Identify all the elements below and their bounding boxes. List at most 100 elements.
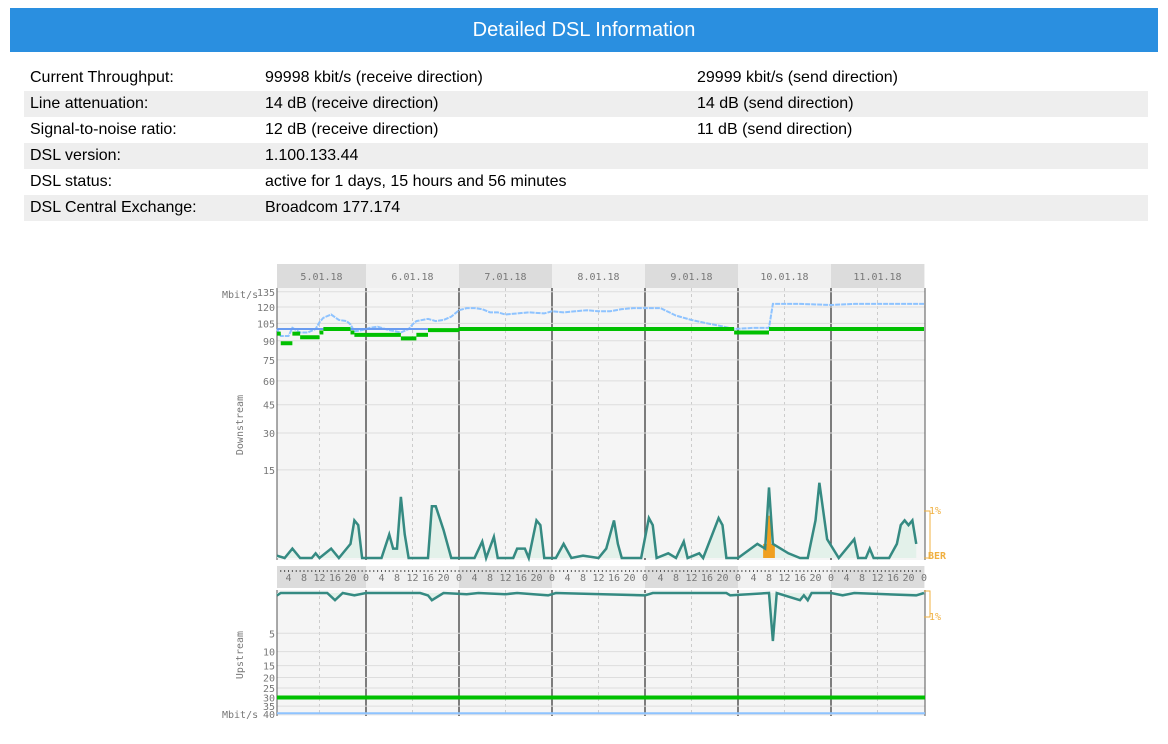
error-bar: [770, 543, 775, 558]
hour-tick: 16: [887, 573, 899, 584]
info-label: Line attenuation:: [30, 95, 149, 112]
hour-tick: 12: [406, 573, 418, 584]
dsl-info-table: Current Throughput: 99998 kbit/s (receive…: [24, 65, 1148, 221]
day-label: 7.01.18: [484, 272, 526, 283]
down-unit-label: Mbit/s: [222, 290, 258, 301]
downstream-label: Downstream: [235, 395, 246, 455]
down-attainable-line: [276, 302, 924, 338]
upstream-label: Upstream: [235, 631, 246, 679]
hour-tick: 20: [344, 573, 356, 584]
info-row: Line attenuation: 14 dB (receive directio…: [24, 91, 1148, 117]
hour-tick: 12: [313, 573, 325, 584]
hour-tick: 4: [471, 573, 477, 584]
day-label: 5.01.18: [300, 272, 342, 283]
day-label: 9.01.18: [670, 272, 712, 283]
down-ber-area: [277, 482, 917, 558]
info-rx: 14 dB (receive direction): [265, 95, 439, 112]
up-ber-1pct-label: 1%: [929, 612, 941, 623]
hour-tick: 12: [871, 573, 883, 584]
up-tick: 25: [263, 684, 275, 695]
hour-tick: 0: [735, 573, 741, 584]
hour-tick: 16: [515, 573, 527, 584]
up-ber-scale-bracket: [924, 590, 931, 618]
hour-tick: 0: [921, 573, 927, 584]
hour-tick: 8: [487, 573, 493, 584]
ber-scale-bracket: [924, 510, 931, 559]
error-bar: [763, 543, 768, 558]
hour-tick: 8: [394, 573, 400, 584]
info-rx: Broadcom 177.174: [265, 199, 401, 216]
hour-tick: 12: [685, 573, 697, 584]
up-ber-line: [276, 591, 925, 642]
hour-tick: 0: [549, 573, 555, 584]
info-label: Signal-to-noise ratio:: [30, 121, 177, 138]
ber-label: BER: [928, 551, 947, 562]
down-tick: 135: [257, 288, 275, 299]
info-tx: 11 dB (send direction): [697, 121, 853, 138]
up-tick: 30: [263, 693, 275, 704]
up-unit-label: Mbit/s: [222, 710, 258, 721]
hour-tick: 20: [530, 573, 542, 584]
hour-tick: 16: [608, 573, 620, 584]
info-rx: active for 1 days, 15 hours and 56 minut…: [265, 173, 567, 190]
hour-tick: 20: [437, 573, 449, 584]
hour-tick: 20: [623, 573, 635, 584]
info-row: DSL version: 1.100.133.44: [24, 143, 1148, 169]
hour-tick: 8: [859, 573, 865, 584]
hour-axis-bg: [277, 566, 925, 588]
up-tick: 20: [263, 674, 275, 685]
down-tick: 75: [263, 356, 275, 367]
info-label: DSL status:: [30, 173, 113, 190]
hour-tick: 4: [843, 573, 849, 584]
down-tick: 15: [263, 466, 275, 477]
down-tick: 90: [263, 337, 275, 348]
info-tx: 14 dB (send direction): [697, 95, 854, 112]
up-tick: 10: [263, 648, 275, 659]
down-tick: 30: [263, 429, 275, 440]
hour-tick: 12: [499, 573, 511, 584]
hour-tick: 0: [456, 573, 462, 584]
hour-axis-shade: [277, 566, 366, 588]
up-tick: 15: [263, 662, 275, 673]
info-row: Current Throughput: 99998 kbit/s (receive…: [24, 65, 1148, 91]
hour-tick: 16: [794, 573, 806, 584]
down-tick: 60: [263, 377, 275, 388]
hour-tick: 8: [673, 573, 679, 584]
hour-tick: 0: [828, 573, 834, 584]
hour-tick: 4: [378, 573, 384, 584]
info-rx: 12 dB (receive direction): [265, 121, 439, 138]
hour-tick: 4: [657, 573, 663, 584]
day-header-bg: [277, 264, 925, 288]
hour-tick: 0: [642, 573, 648, 584]
hour-tick: 20: [716, 573, 728, 584]
day-header-shade: [277, 264, 366, 288]
upstream-plot-bg: [277, 590, 925, 716]
ber-1pct-label: 1%: [929, 506, 941, 517]
page-title: Detailed DSL Information: [10, 8, 1158, 52]
day-header-shade: [645, 264, 738, 288]
info-label: Current Throughput:: [30, 69, 174, 86]
hour-tick: 16: [701, 573, 713, 584]
info-label: DSL Central Exchange:: [30, 199, 197, 216]
hour-tick: 12: [778, 573, 790, 584]
info-rx: 1.100.133.44: [265, 147, 359, 164]
hour-tick: 4: [750, 573, 756, 584]
up-tick: 40: [263, 710, 275, 721]
up-tick: 35: [263, 702, 275, 713]
hour-tick: 16: [422, 573, 434, 584]
hour-tick: 16: [329, 573, 341, 584]
up-tick: 5: [269, 629, 275, 640]
day-header-shade: [459, 264, 552, 288]
info-rx: 99998 kbit/s (receive direction): [265, 69, 483, 86]
hour-tick: 8: [580, 573, 586, 584]
day-label: 8.01.18: [577, 272, 619, 283]
down-ber-line: [276, 482, 918, 563]
down-tick: 105: [257, 319, 275, 330]
info-label: DSL version:: [30, 147, 121, 164]
hour-tick: 20: [809, 573, 821, 584]
hour-tick: 12: [592, 573, 604, 584]
hour-tick: 4: [285, 573, 291, 584]
down-tick: 45: [263, 401, 275, 412]
hour-tick: 8: [766, 573, 772, 584]
